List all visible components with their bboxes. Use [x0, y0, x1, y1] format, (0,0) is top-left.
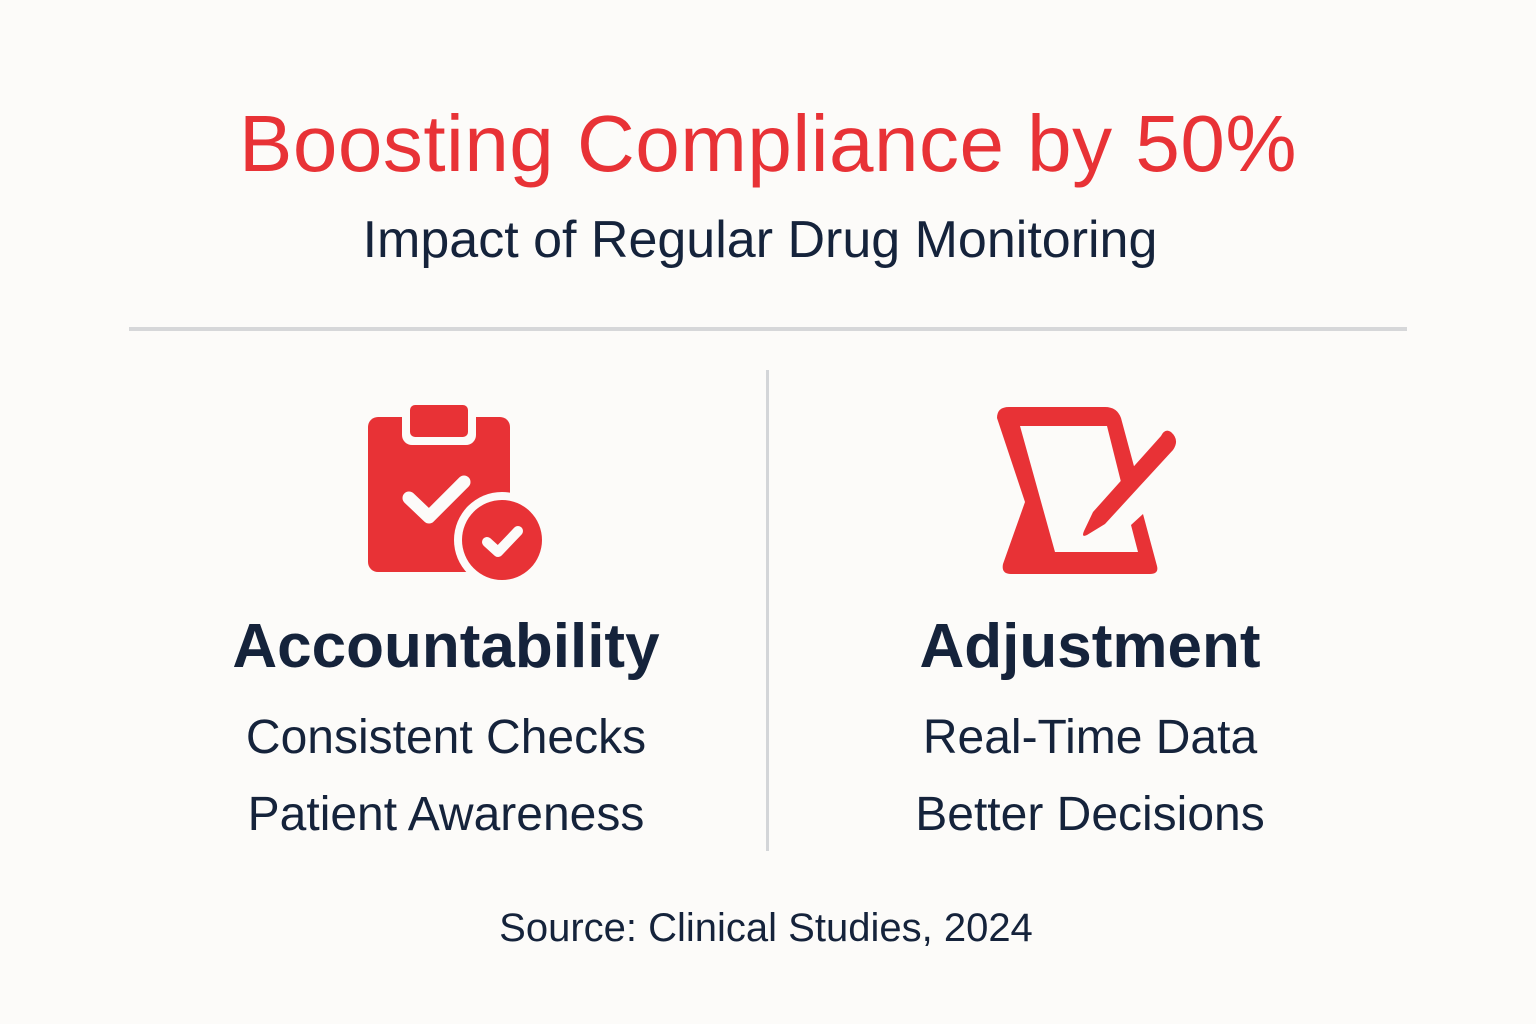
- tablet-pen-icon: [997, 407, 1177, 574]
- column-accountability: Accountability Consistent Checks Patient…: [146, 390, 746, 841]
- column-heading: Adjustment: [919, 612, 1261, 681]
- clipboard-check-icon: [368, 399, 546, 588]
- horizontal-divider: [129, 327, 1407, 331]
- column-heading: Accountability: [232, 612, 660, 681]
- source-citation: Source: Clinical Studies, 2024: [499, 906, 1033, 950]
- list-item: Better Decisions: [915, 788, 1265, 841]
- list-item: Consistent Checks: [245, 711, 647, 764]
- list-item: Patient Awareness: [247, 788, 645, 841]
- page-title: Boosting Compliance by 50%: [238, 99, 1298, 188]
- column-adjustment: Adjustment Real-Time Data Better Decisio…: [790, 390, 1390, 841]
- list-item: Real-Time Data: [922, 711, 1258, 764]
- page-subtitle: Impact of Regular Drug Monitoring: [362, 211, 1158, 269]
- vertical-divider: [766, 370, 769, 851]
